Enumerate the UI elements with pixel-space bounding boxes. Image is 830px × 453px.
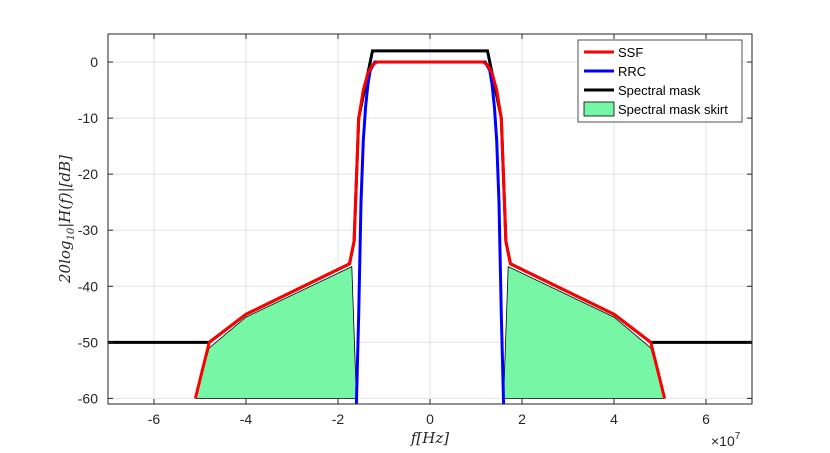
y-axis-title: 20log10|H(f)|[dB] — [56, 155, 77, 284]
y-axis-title-lead: 20log — [56, 240, 74, 284]
legend-label-spectral-mask: Spectral mask — [618, 83, 701, 98]
x-axis-title: f[Hz] — [410, 429, 449, 447]
ticks: -6 -4 -2 0 2 4 60-10-20-30-40-50-60 — [78, 34, 752, 427]
x-tick-label: 0 — [426, 411, 434, 427]
x-tick-label: -2 — [332, 411, 345, 427]
y-tick-label: -40 — [78, 278, 98, 294]
y-axis-title-rest: |H(f)|[dB] — [56, 155, 74, 228]
y-tick-label: -50 — [78, 334, 98, 350]
x-tick-label: 4 — [610, 411, 618, 427]
x-tick-label: 6 — [702, 411, 710, 427]
x-tick-label: 2 — [518, 411, 526, 427]
legend-swatch-spectral-mask-skirt — [583, 101, 615, 117]
x-tick-label: -6 — [148, 411, 161, 427]
x-tick-label: -4 — [240, 411, 253, 427]
y-tick-label: -10 — [78, 110, 98, 126]
legend-label-spectral-mask-skirt: Spectral mask skirt — [618, 102, 728, 117]
data-layer — [108, 49, 752, 405]
legend-label-rrc: RRC — [618, 64, 646, 79]
ssf-line — [193, 60, 667, 399]
grid — [108, 34, 752, 404]
x-axis-exponent-power: 7 — [735, 431, 741, 442]
legend-label-ssf: SSF — [618, 45, 643, 60]
y-tick-label: -20 — [78, 166, 98, 182]
y-tick-label: -60 — [78, 390, 98, 406]
legend: SSF RRC Spectral mask Spectral mask skirt — [577, 39, 743, 123]
y-axis-title-subscript: 10 — [66, 227, 77, 240]
y-tick-label: 0 — [90, 54, 98, 70]
x-axis-exponent-label: ×107 — [711, 431, 741, 449]
y-tick-label: -30 — [78, 222, 98, 238]
spectral-mask-skirt-polygon — [503, 266, 666, 399]
x-axis-exponent-base: ×10 — [711, 433, 735, 449]
